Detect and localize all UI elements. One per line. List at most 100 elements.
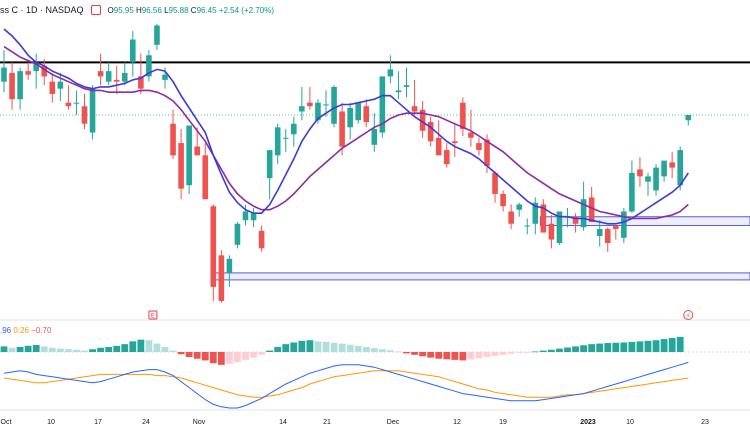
- high-label: H: [136, 5, 142, 15]
- x-tick-label: 14: [279, 419, 287, 426]
- x-tick-label: 17: [94, 419, 102, 426]
- candle-body: [282, 137, 289, 139]
- candle-body: [266, 150, 273, 179]
- candle-body: [323, 104, 329, 106]
- ohlc-readout: O95.95 H96.56 L95.88 C96.45 +2.54 (+2.70…: [108, 6, 274, 15]
- candle-body: [1, 67, 7, 82]
- macd-hist-bar: [467, 352, 475, 360]
- macd-hist-bar: [137, 339, 145, 352]
- histogram-value: −0.70: [31, 326, 52, 335]
- candle-body: [347, 107, 353, 128]
- dividend-marker: [683, 310, 694, 320]
- macd-hist-bar: [652, 340, 660, 352]
- macd-hist-bar: [354, 345, 362, 352]
- x-tick-label: 2023: [580, 419, 596, 426]
- candle-body: [661, 160, 667, 177]
- macd-hist-bar: [387, 350, 394, 352]
- close-value: 96.45: [196, 5, 217, 15]
- candle-body: [130, 39, 136, 63]
- macd-hist-bar: [322, 341, 330, 352]
- macd-hist-bar: [604, 343, 612, 352]
- macd-hist-bar: [427, 352, 435, 358]
- candle-body: [250, 213, 257, 221]
- ma-fast-line: [3, 28, 689, 225]
- close-label: C: [190, 5, 197, 15]
- macd-hist-bar: [596, 343, 604, 352]
- candle-body: [355, 102, 361, 121]
- macd-hist-bar: [217, 352, 225, 365]
- candle-body: [89, 88, 96, 133]
- candle-body: [677, 150, 683, 186]
- candle-body: [17, 71, 23, 100]
- macd-hist-bar: [290, 342, 298, 352]
- open-label: O: [107, 5, 114, 15]
- macd-hist-bar: [395, 351, 402, 353]
- macd-hist-bar: [226, 352, 233, 364]
- candle-body: [331, 86, 337, 124]
- candle-body: [604, 229, 611, 244]
- macd-value: .96: [0, 326, 12, 335]
- candle-body: [452, 141, 458, 144]
- macd-hist-bar: [121, 344, 129, 352]
- x-tick-label: Nov: [193, 419, 206, 426]
- alert-icon[interactable]: [90, 5, 101, 15]
- candle-body: [556, 211, 563, 244]
- candle-body: [307, 102, 313, 107]
- event-marker-label: ⚡: [685, 312, 692, 320]
- high-value: 96.56: [141, 5, 162, 15]
- candle-body: [41, 65, 48, 77]
- ma-slow-line: [3, 45, 689, 220]
- macd-hist-bar: [362, 346, 370, 352]
- candle-body: [57, 81, 64, 89]
- candle-body: [258, 230, 265, 249]
- candle-body: [580, 199, 587, 228]
- macd-hist-bar: [105, 346, 113, 352]
- candle-body: [484, 139, 490, 166]
- macd-hist-bar: [193, 352, 201, 359]
- macd-hist-bar: [644, 340, 652, 352]
- symbol-header: ss C · 1D · NASDAQ O95.95 H96.56 L95.88 …: [0, 3, 274, 17]
- candle-body: [516, 204, 522, 210]
- macd-hist-bar: [588, 344, 596, 352]
- macd-hist-bar: [40, 346, 48, 352]
- candle-body: [492, 172, 498, 194]
- candle-body: [685, 114, 692, 121]
- macd-hist-bar: [153, 343, 161, 352]
- macd-hist-bar: [250, 352, 257, 358]
- macd-hist-bar: [491, 352, 499, 356]
- candle-body: [629, 172, 635, 212]
- macd-hist-bar: [515, 352, 523, 353]
- candle-body: [105, 71, 112, 82]
- candle-body: [532, 202, 539, 224]
- candle-body: [427, 122, 434, 142]
- macd-hist-bar: [435, 352, 443, 359]
- macd-hist-bar: [548, 349, 555, 352]
- macd-hist-bar: [65, 349, 72, 352]
- x-tick-label: 23: [701, 419, 709, 426]
- macd-hist-bar: [443, 352, 451, 360]
- candle-body: [178, 143, 184, 189]
- macd-hist-bar: [129, 341, 137, 352]
- candle-body: [113, 79, 120, 82]
- macd-hist-bar: [564, 347, 571, 352]
- macd-hist-bar: [483, 352, 491, 358]
- candle-body: [49, 81, 56, 94]
- support-zone: [210, 272, 750, 281]
- candle-body: [371, 129, 378, 145]
- signal-value: 0.26: [13, 326, 29, 335]
- macd-hist-bar: [16, 346, 24, 352]
- candle-body: [97, 71, 104, 77]
- candle-body: [669, 162, 675, 168]
- macd-hist-bar: [475, 352, 483, 359]
- macd-hist-bar: [81, 350, 88, 352]
- macd-hist-bar: [499, 352, 507, 355]
- candle-body: [508, 211, 514, 224]
- candle-body: [81, 106, 88, 124]
- macd-hist-bar: [676, 336, 684, 352]
- macd-hist-bar: [73, 349, 80, 352]
- macd-hist-bar: [113, 345, 121, 352]
- macd-hist-bar: [48, 347, 56, 352]
- candle-body: [500, 193, 506, 207]
- candle-body: [234, 223, 241, 245]
